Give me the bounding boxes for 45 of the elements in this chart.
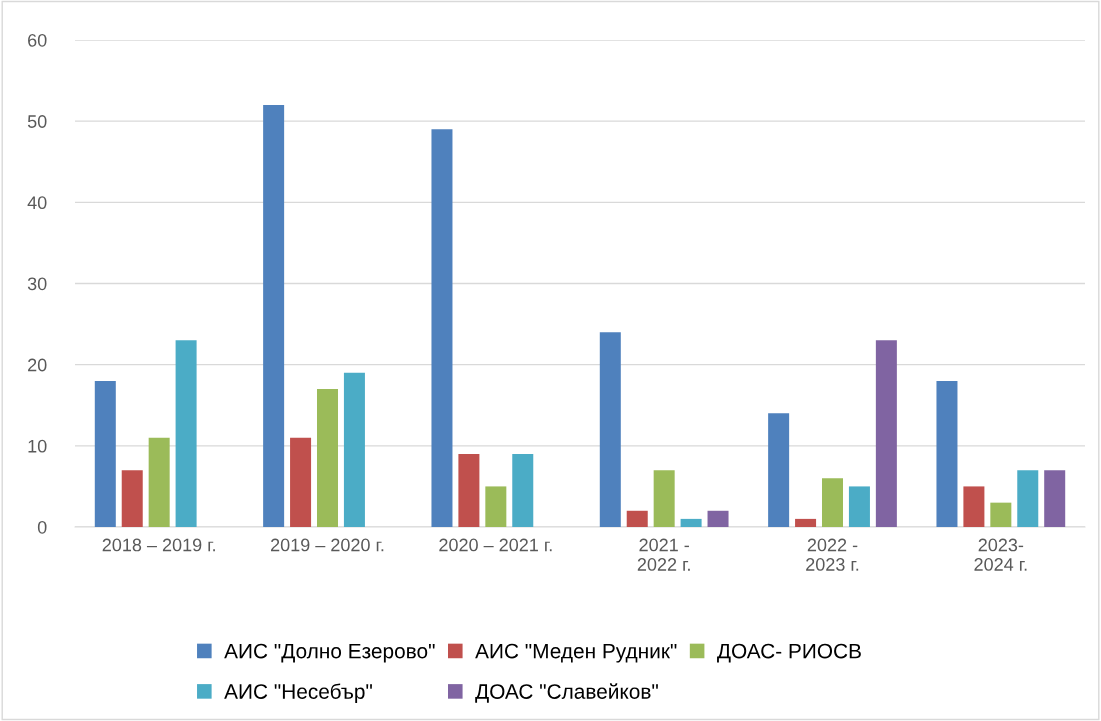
- bar: [1044, 470, 1066, 527]
- y-tick-label: 10: [28, 439, 47, 453]
- bar: [963, 486, 985, 527]
- bar: [512, 453, 534, 527]
- bar: [936, 380, 958, 527]
- y-tick-label: 30: [27, 277, 47, 291]
- y-tick-label: 0: [37, 520, 47, 534]
- x-tick-label: 2020 – 2021 г.: [439, 538, 552, 552]
- bar: [317, 389, 338, 527]
- bar: [795, 518, 817, 527]
- y-tick-label: 20: [28, 358, 47, 372]
- bar: [121, 470, 143, 527]
- legend-label: АИС "Долно Езерово": [224, 643, 435, 663]
- y-tick-label: 40: [27, 196, 47, 210]
- legend-label: АИС "Меден Рудник": [475, 643, 677, 663]
- x-tick-label: 2023- 2024 г.: [974, 538, 1027, 571]
- bar: [1017, 470, 1039, 527]
- x-tick-label: 2019 – 2020 г.: [271, 538, 384, 552]
- bar: [875, 340, 897, 527]
- bar: [653, 470, 675, 527]
- y-tick-label: 50: [27, 115, 47, 128]
- x-tick-label: 2018 – 2019 г.: [102, 538, 215, 552]
- bar: [485, 486, 507, 527]
- bar: [990, 502, 1012, 527]
- bar: [343, 372, 365, 527]
- bar: [148, 437, 170, 527]
- bar: [848, 486, 870, 527]
- bar: [626, 510, 648, 527]
- x-tick-label: 2021 - 2022 г.: [637, 538, 690, 571]
- bar: [431, 129, 453, 527]
- bar: [263, 104, 285, 527]
- legend-label: АИС "Несебър": [224, 683, 372, 704]
- bar: [175, 340, 197, 527]
- y-tick-label: 60: [28, 33, 47, 47]
- bar: [768, 413, 790, 527]
- bar: [680, 518, 702, 527]
- bar: [822, 478, 843, 527]
- legend-label: ДОАС "Славейков": [475, 683, 658, 703]
- legend-label: ДОАС- РИОСВ: [717, 643, 861, 663]
- bar: [707, 510, 729, 527]
- bar: [290, 437, 312, 527]
- x-tick-label: 2022 - 2023 г.: [806, 538, 859, 571]
- bar: [599, 332, 621, 527]
- bar: [458, 453, 480, 527]
- bar: [94, 380, 116, 527]
